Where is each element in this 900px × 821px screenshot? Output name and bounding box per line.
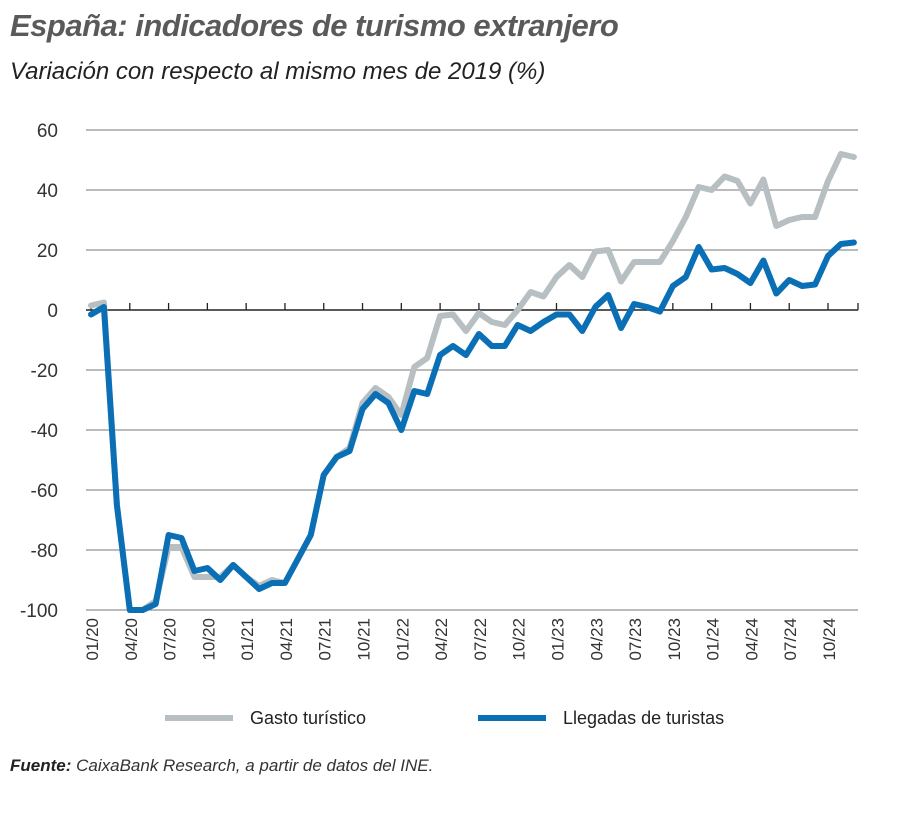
series-line-llegadas-turistas <box>88 239 857 613</box>
x-tick-label: 07/24 <box>781 618 800 661</box>
x-tick-label: 01/22 <box>393 618 412 661</box>
chart-title: España: indicadores de turismo extranjer… <box>10 8 619 43</box>
legend-label: Llegadas de turistas <box>563 708 724 728</box>
x-tick-label: 10/21 <box>355 618 374 661</box>
x-tick-label: 10/24 <box>820 618 839 661</box>
x-tick-label: 07/22 <box>471 618 490 661</box>
y-tick-label: -100 <box>20 601 58 622</box>
x-tick-label: 01/20 <box>83 618 102 661</box>
x-tick-label: 01/24 <box>704 618 723 661</box>
chart-subtitle: Variación con respecto al mismo mes de 2… <box>10 58 546 85</box>
legend-label: Gasto turístico <box>250 708 366 728</box>
x-tick-label: 04/24 <box>742 618 761 661</box>
y-tick-label: -60 <box>31 481 58 502</box>
x-tick-label: 10/20 <box>199 618 218 661</box>
x-tick-label: 01/23 <box>548 618 567 661</box>
source-label: Fuente: <box>10 756 72 775</box>
x-tick-label: 04/21 <box>277 618 296 661</box>
x-tick-label: 07/23 <box>626 618 645 661</box>
x-tick-label: 07/21 <box>316 618 335 661</box>
y-tick-label: 0 <box>47 301 58 322</box>
y-tick-label: 20 <box>37 241 58 262</box>
y-tick-label: -40 <box>31 421 58 442</box>
source-note: Fuente: CaixaBank Research, a partir de … <box>10 756 433 776</box>
y-tick-label: 40 <box>37 181 58 202</box>
y-tick-label: -80 <box>31 541 58 562</box>
x-tick-label: 04/23 <box>587 618 606 661</box>
series-line-gasto-turistico <box>88 151 857 613</box>
x-tick-label: 01/21 <box>238 618 257 661</box>
x-tick-label: 10/22 <box>510 618 529 661</box>
x-tick-label: 04/22 <box>432 618 451 661</box>
source-text: CaixaBank Research, a partir de datos de… <box>71 756 434 775</box>
x-tick-label: 07/20 <box>161 618 180 661</box>
x-tick-label: 04/20 <box>122 618 141 661</box>
y-tick-label: 60 <box>37 121 58 142</box>
x-tick-label: 10/23 <box>665 618 684 661</box>
y-tick-label: -20 <box>31 361 58 382</box>
